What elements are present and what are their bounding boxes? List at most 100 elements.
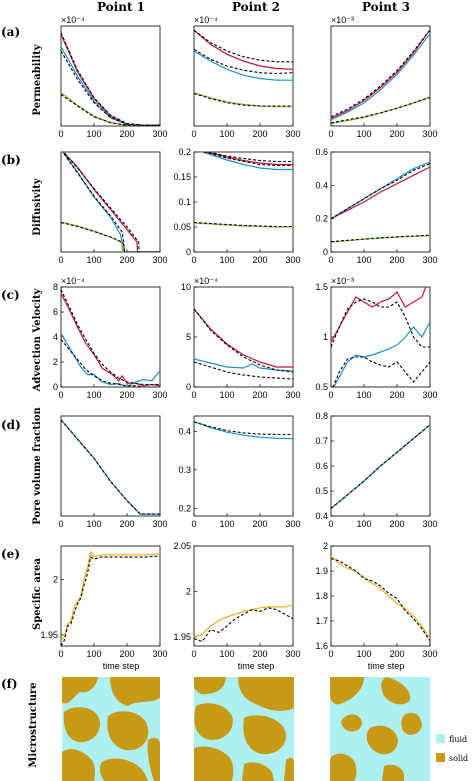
y-tick-label: 0.6 — [315, 461, 328, 471]
legend-swatch-solid — [436, 753, 445, 762]
x-tick-label: 300 — [422, 519, 437, 529]
series-line-black-dashed — [61, 221, 160, 252]
series-line-black-dashed — [331, 234, 430, 243]
series-line-red — [331, 287, 427, 343]
y-tick-label: 2 — [53, 357, 58, 367]
series-line-black-dashed — [62, 152, 160, 252]
x-tick-label: 100 — [86, 255, 101, 265]
xlabel-col-2: time step — [238, 661, 275, 671]
series-line-black-dashed — [194, 308, 293, 373]
x-tick-label: 200 — [252, 390, 267, 400]
series-line-black-dashed — [331, 96, 430, 124]
series-line-black-dashed — [331, 424, 430, 509]
panel-pore-volume-fraction-point-1: 0 100 200 300 — [58, 415, 168, 529]
x-tick-label: 200 — [252, 255, 267, 265]
row-tag-e: (e) — [1, 547, 20, 561]
panel-advection-velocity-point-2: 0 100 200 300 0 5 10×10⁻⁴ — [181, 276, 301, 400]
y-tick-label: 0.1 — [178, 197, 191, 207]
x-tick-label: 100 — [219, 129, 234, 139]
series-line-black-dashed — [61, 93, 160, 126]
row-label-diffusivity: Diffusivity — [32, 177, 43, 236]
plot-area — [60, 25, 161, 127]
plot-area — [60, 415, 161, 517]
x-tick-label: 0 — [191, 129, 196, 139]
x-tick-label: 0 — [191, 390, 196, 400]
plot-area — [193, 25, 294, 127]
x-tick-label: 0 — [328, 519, 333, 529]
x-tick-label: 0 — [191, 519, 196, 529]
legend-label-solid: solid — [449, 754, 468, 763]
y-tick-label: 1.95 — [40, 630, 58, 640]
microstructure-image-1 — [62, 677, 160, 781]
y-tick-label: 1.95 — [173, 632, 191, 642]
x-tick-label: 100 — [356, 519, 371, 529]
axis-exponent-label: ×10⁻⁴ — [194, 15, 218, 25]
column-header-point-2: Point 2 — [232, 0, 280, 14]
series-line-black-dashed — [331, 163, 430, 220]
y-tick-label: 1 — [323, 332, 328, 342]
x-tick-label: 300 — [152, 390, 167, 400]
x-tick-label: 200 — [389, 129, 404, 139]
series-line-blue — [333, 321, 430, 387]
y-tick-label: 1.5 — [315, 282, 328, 292]
x-tick-label: 0 — [58, 519, 63, 529]
x-tick-label: 0 — [328, 129, 333, 139]
y-tick-label: 6 — [53, 307, 58, 317]
x-tick-label: 200 — [389, 649, 404, 659]
column-header-point-3: Point 3 — [362, 0, 410, 14]
x-tick-label: 100 — [219, 519, 234, 529]
x-tick-label: 0 — [328, 390, 333, 400]
x-tick-label: 200 — [389, 390, 404, 400]
series-line-blue — [194, 50, 293, 81]
x-tick-label: 300 — [422, 129, 437, 139]
y-tick-label: 0.15 — [173, 172, 191, 182]
x-tick-label: 100 — [356, 255, 371, 265]
series-line-green — [194, 92, 293, 108]
series-line-red — [62, 152, 160, 252]
x-tick-label: 300 — [152, 649, 167, 659]
row-tag-f: (f) — [1, 677, 18, 691]
row-label-specific-area: Specific area — [32, 558, 43, 630]
series-line-black-dashed — [331, 557, 430, 642]
plot-area — [330, 545, 431, 647]
series-line-yellow — [61, 549, 160, 641]
series-line-red — [194, 29, 293, 70]
row-tag-a: (a) — [1, 25, 20, 39]
series-line-black-dashed — [61, 50, 160, 126]
y-tick-label: 0.3 — [178, 465, 191, 475]
series-line-red — [331, 29, 430, 119]
x-tick-label: 300 — [422, 649, 437, 659]
series-line-black-dashed — [331, 29, 430, 118]
plot-area — [60, 286, 161, 388]
series-line-black-dashed — [61, 289, 160, 386]
series-line-blue — [194, 421, 293, 440]
x-tick-label: 300 — [422, 390, 437, 400]
axis-exponent-label: ×10⁻³ — [331, 15, 354, 25]
series-line-black-dashed — [194, 48, 293, 75]
series-line-black-dashed — [331, 298, 430, 348]
panel-specific-area-point-2: 0 100 200 300 1.95 2 2.05 — [173, 541, 300, 659]
series-line-red — [61, 293, 160, 387]
x-tick-label: 100 — [219, 255, 234, 265]
x-tick-label: 200 — [119, 649, 134, 659]
x-tick-label: 200 — [119, 519, 134, 529]
series-line-yellow — [194, 604, 293, 638]
x-tick-label: 0 — [58, 390, 63, 400]
panel-advection-velocity-point-3: 0 100 200 300 0.5 1 1.5×10⁻³ — [315, 276, 437, 400]
microstructure-image-3 — [330, 677, 430, 781]
series-line-blue — [61, 332, 160, 387]
x-tick-label: 0 — [58, 129, 63, 139]
y-tick-label: 0.7 — [315, 436, 328, 446]
series-line-black-dashed — [61, 339, 160, 387]
axis-exponent-label: ×10⁻⁴ — [61, 276, 85, 286]
x-tick-label: 100 — [86, 519, 101, 529]
y-tick-label: 0.4 — [315, 511, 328, 521]
y-tick-label: 2 — [186, 586, 191, 596]
y-tick-label: 0 — [186, 247, 191, 257]
y-tick-label: 1.8 — [315, 591, 328, 601]
row-tag-c: (c) — [1, 288, 20, 302]
x-tick-label: 0 — [58, 255, 63, 265]
panel-pore-volume-fraction-point-3: 0 100 200 300 0.4 0.5 0.6 0.7 0.8 — [315, 411, 437, 529]
y-tick-label: 0 — [53, 382, 58, 392]
y-tick-label: 5 — [186, 332, 191, 342]
